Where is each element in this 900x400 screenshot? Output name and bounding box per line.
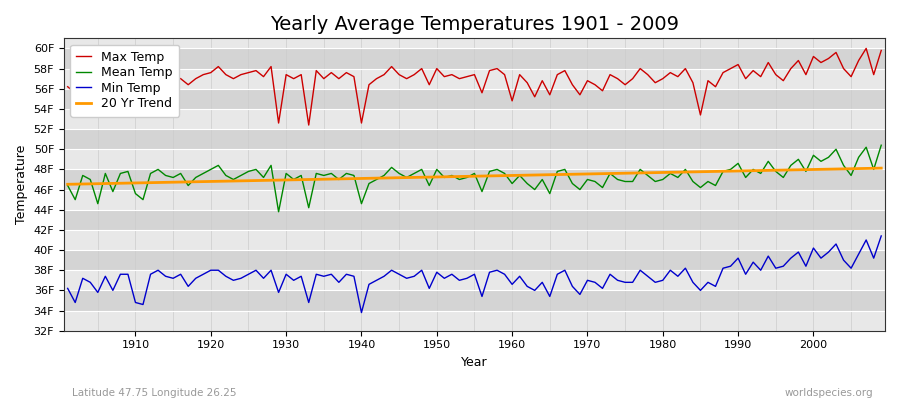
- Line: Min Temp: Min Temp: [68, 236, 881, 312]
- Min Temp: [507, 282, 517, 287]
- 20 Yr Trend: [500, 173, 510, 178]
- 20 Yr Trend: [597, 171, 608, 176]
- Bar: [64, 149, 885, 170]
- Mean Temp: [274, 209, 284, 214]
- Min Temp: [356, 310, 367, 315]
- Bar: [64, 290, 885, 310]
- Text: worldspecies.org: worldspecies.org: [785, 388, 873, 398]
- Max Temp: [341, 70, 352, 75]
- Min Temp: [514, 274, 525, 279]
- Max Temp: [605, 72, 616, 77]
- Line: Max Temp: Max Temp: [68, 48, 881, 125]
- Mean Temp: [876, 143, 886, 148]
- 20 Yr Trend: [62, 182, 73, 187]
- Bar: [64, 48, 885, 68]
- Max Temp: [876, 48, 886, 53]
- Min Temp: [62, 286, 73, 291]
- Mean Temp: [514, 173, 525, 178]
- Mean Temp: [62, 183, 73, 188]
- Bar: [64, 190, 885, 210]
- Bar: [64, 170, 885, 190]
- Line: 20 Yr Trend: 20 Yr Trend: [68, 168, 881, 184]
- Min Temp: [605, 272, 616, 277]
- Bar: [64, 89, 885, 109]
- Max Temp: [122, 76, 133, 81]
- Bar: [64, 270, 885, 290]
- Y-axis label: Temperature: Temperature: [15, 145, 28, 224]
- Line: Mean Temp: Mean Temp: [68, 145, 881, 212]
- Bar: [64, 68, 885, 89]
- 20 Yr Trend: [507, 173, 517, 178]
- Bar: [64, 250, 885, 270]
- Max Temp: [860, 46, 871, 51]
- Bar: [64, 310, 885, 331]
- Bar: [64, 210, 885, 230]
- Mean Temp: [122, 169, 133, 174]
- Max Temp: [288, 76, 299, 81]
- X-axis label: Year: Year: [461, 356, 488, 369]
- Bar: [64, 109, 885, 129]
- Max Temp: [303, 123, 314, 128]
- 20 Yr Trend: [334, 176, 345, 181]
- Min Temp: [876, 234, 886, 238]
- Mean Temp: [507, 181, 517, 186]
- Max Temp: [514, 72, 525, 77]
- Text: Latitude 47.75 Longitude 26.25: Latitude 47.75 Longitude 26.25: [72, 388, 237, 398]
- Legend: Max Temp, Mean Temp, Min Temp, 20 Yr Trend: Max Temp, Mean Temp, Min Temp, 20 Yr Tre…: [70, 44, 179, 116]
- Min Temp: [122, 272, 133, 277]
- Mean Temp: [605, 171, 616, 176]
- Bar: [64, 230, 885, 250]
- Mean Temp: [341, 171, 352, 176]
- 20 Yr Trend: [122, 181, 133, 186]
- 20 Yr Trend: [288, 178, 299, 182]
- Max Temp: [507, 98, 517, 103]
- Title: Yearly Average Temperatures 1901 - 2009: Yearly Average Temperatures 1901 - 2009: [270, 15, 679, 34]
- Max Temp: [62, 84, 73, 89]
- Mean Temp: [296, 173, 307, 178]
- Min Temp: [334, 280, 345, 285]
- Bar: [64, 129, 885, 149]
- 20 Yr Trend: [876, 166, 886, 170]
- Min Temp: [288, 278, 299, 283]
